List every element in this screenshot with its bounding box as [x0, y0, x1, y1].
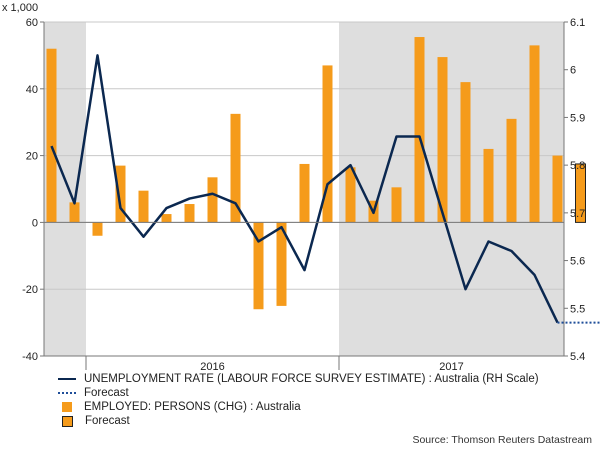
bar — [161, 214, 172, 223]
bar — [138, 190, 149, 223]
legend-label-forecast-bar: Forecast — [85, 415, 130, 427]
right-tick-label: 6.1 — [570, 17, 585, 29]
shade-period-2017 — [339, 22, 564, 356]
dotted-line-swatch-icon — [58, 392, 76, 394]
bar-forecast — [575, 163, 586, 223]
bar — [299, 163, 310, 223]
left-tick-label: 40 — [26, 84, 38, 96]
bar — [506, 118, 517, 223]
bar — [483, 148, 494, 223]
right-tick-label: 5.5 — [570, 303, 585, 315]
legend: UNEMPLOYMENT RATE (LABOUR FORCE SURVEY E… — [58, 372, 539, 428]
line-series — [50, 54, 600, 324]
legend-label-forecast-line: Forecast — [84, 387, 129, 399]
bar — [552, 155, 563, 223]
bar — [460, 82, 471, 223]
bar — [345, 167, 356, 223]
legend-item-employed[interactable]: EMPLOYED: PERSONS (CHG) : Australia — [58, 400, 539, 414]
bar — [529, 45, 540, 223]
right-tick-label: 6 — [570, 65, 576, 77]
source-note: Source: Thomson Reuters Datastream — [412, 434, 592, 446]
year-label: 2016 — [200, 361, 224, 372]
bar — [69, 202, 80, 223]
bar — [253, 222, 264, 310]
bar — [184, 204, 195, 223]
bar — [322, 65, 333, 223]
bar — [391, 187, 402, 223]
bar — [276, 222, 287, 306]
right-tick-label: 5.7 — [570, 208, 585, 220]
bar — [230, 113, 241, 223]
left-tick-label: -40 — [22, 351, 38, 363]
left-tick-label: -20 — [22, 284, 38, 296]
line-swatch-icon — [58, 378, 76, 380]
legend-item-forecast-bar[interactable]: Forecast — [58, 414, 539, 428]
axes: -40 -20 0 20 40 60 5.4 5.5 5.6 5.7 5.8 5.9 6 6.1 2016 2… — [22, 17, 585, 372]
bar — [207, 177, 218, 223]
legend-label-unemployment: UNEMPLOYMENT RATE (LABOUR FORCE SURVEY E… — [84, 373, 539, 385]
legend-item-forecast-line[interactable]: Forecast — [58, 386, 539, 400]
outlined-bar-swatch-icon — [62, 415, 73, 427]
bar — [437, 57, 448, 223]
unemployment-line — [50, 54, 559, 324]
legend-item-unemployment[interactable]: UNEMPLOYMENT RATE (LABOUR FORCE SURVEY E… — [58, 372, 539, 386]
bar — [414, 37, 425, 223]
right-tick-label: 5.4 — [570, 351, 585, 363]
bar-series — [46, 37, 586, 310]
bar — [115, 165, 126, 223]
right-tick-label: 5.6 — [570, 256, 585, 268]
left-tick-label: 0 — [32, 217, 38, 229]
bar-swatch-icon — [62, 402, 72, 412]
legend-label-employed: EMPLOYED: PERSONS (CHG) : Australia — [84, 401, 301, 413]
left-tick-label: 60 — [26, 17, 38, 29]
year-label: 2017 — [439, 361, 463, 372]
bar — [92, 222, 103, 236]
left-tick-label: 20 — [26, 151, 38, 163]
right-tick-label: 5.8 — [570, 160, 585, 172]
right-tick-label: 5.9 — [570, 112, 585, 124]
y-unit-label: x 1,000 — [2, 2, 39, 14]
chart: -40 -20 0 20 40 60 5.4 5.5 5.6 5.7 5.8 5.9 6 6.1 2016 2… — [22, 17, 600, 372]
bar — [46, 48, 57, 223]
